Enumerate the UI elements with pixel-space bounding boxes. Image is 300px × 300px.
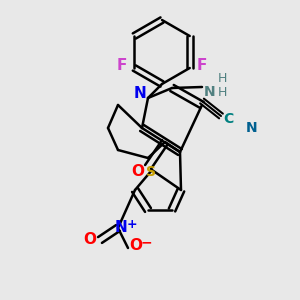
Text: O: O	[130, 238, 142, 253]
Text: N: N	[204, 85, 216, 99]
Text: H: H	[217, 73, 227, 85]
Text: O: O	[131, 164, 145, 178]
Text: N: N	[246, 121, 258, 135]
Text: S: S	[146, 165, 156, 179]
Text: F: F	[196, 58, 207, 74]
Text: C: C	[223, 112, 233, 126]
Text: −: −	[140, 235, 152, 249]
Text: H: H	[217, 85, 227, 98]
Text: N: N	[134, 85, 146, 100]
Text: N: N	[115, 220, 128, 236]
Text: +: +	[127, 218, 137, 230]
Text: F: F	[117, 58, 128, 74]
Text: O: O	[83, 232, 97, 247]
